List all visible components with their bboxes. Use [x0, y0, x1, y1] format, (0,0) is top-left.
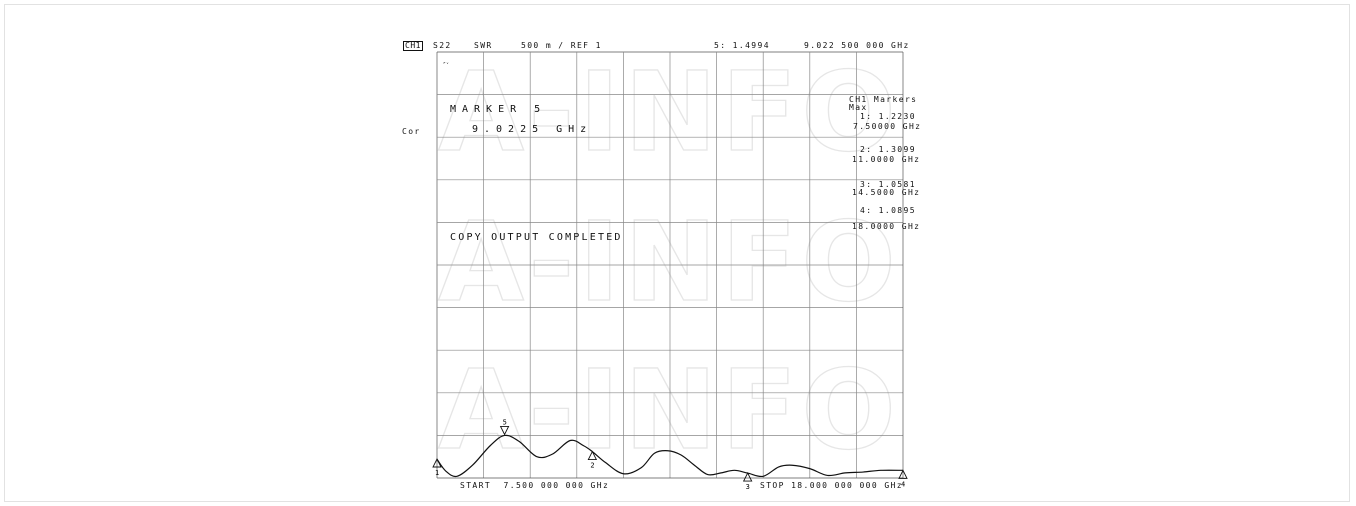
marker-triangle: [499, 426, 510, 436]
marker-1-value: 1: 1.2230: [860, 112, 916, 121]
marker-symbols: 1 2 3 4 5: [432, 418, 908, 491]
marker-triangle: [898, 469, 908, 479]
marker-4-number: 4: [901, 480, 905, 488]
scale-label: 500 m / REF 1: [521, 41, 602, 50]
marker-2-number: 2: [590, 462, 594, 470]
watermark-text: A-INFO: [438, 48, 900, 176]
marker-5-number: 5: [503, 418, 507, 426]
pv-note: ᴾᵛ: [443, 62, 450, 68]
marker-3-number: 3: [746, 483, 750, 491]
marker-3-symbol: 3: [742, 472, 753, 491]
marker-3-frequency: 14.5000 GHz: [852, 188, 921, 197]
marker-4-frequency: 18.0000 GHz: [852, 222, 921, 231]
channel-indicator: CH1: [403, 41, 423, 51]
swr-trace: [436, 434, 904, 478]
watermark: A-INFO A-INFO A-INFO: [437, 47, 900, 474]
active-marker-frequency: 9.022 500 000 GHz: [804, 41, 910, 50]
marker-triangle: [742, 472, 753, 482]
marker-readout-value: 9.0225 GHz: [472, 124, 593, 135]
marker-2-value: 2: 1.3099: [860, 145, 916, 154]
marker-1-number: 1: [435, 469, 439, 477]
marker-4-value: 4: 1.0895: [860, 206, 916, 215]
marker-1-frequency: 7.50000 GHz: [853, 122, 922, 131]
marker-table-title: CH1 Markers: [849, 95, 918, 104]
marker-triangle: [432, 457, 442, 468]
active-marker-value: 5: 1.4994: [714, 41, 770, 50]
watermark-text: A-INFO: [438, 346, 900, 474]
marker-3-value: 3: 1.0581: [860, 180, 916, 189]
marker-2-frequency: 11.0000 GHz: [852, 155, 921, 164]
format-label: SWR: [474, 41, 493, 50]
marker-2-symbol: 2: [587, 450, 598, 470]
chart-grid: [436, 51, 904, 479]
marker-4-symbol: 4: [898, 469, 908, 488]
watermark-text: A-INFO: [438, 198, 900, 326]
correction-status: Cor: [402, 127, 421, 136]
parameter-label: S22: [433, 41, 452, 50]
marker-5-symbol: 5: [499, 418, 510, 436]
marker-readout-title: MARKER 5: [450, 104, 547, 115]
marker-table-subtitle: Max: [849, 103, 868, 112]
marker-1-symbol: 1: [432, 457, 442, 477]
page-frame: [4, 4, 1350, 502]
start-frequency: START 7.500 000 000 GHz: [460, 481, 610, 490]
marker-triangle: [587, 450, 598, 461]
stop-frequency: STOP 18.000 000 000 GHz: [760, 481, 903, 490]
status-message: COPY OUTPUT COMPLETED: [450, 232, 623, 243]
